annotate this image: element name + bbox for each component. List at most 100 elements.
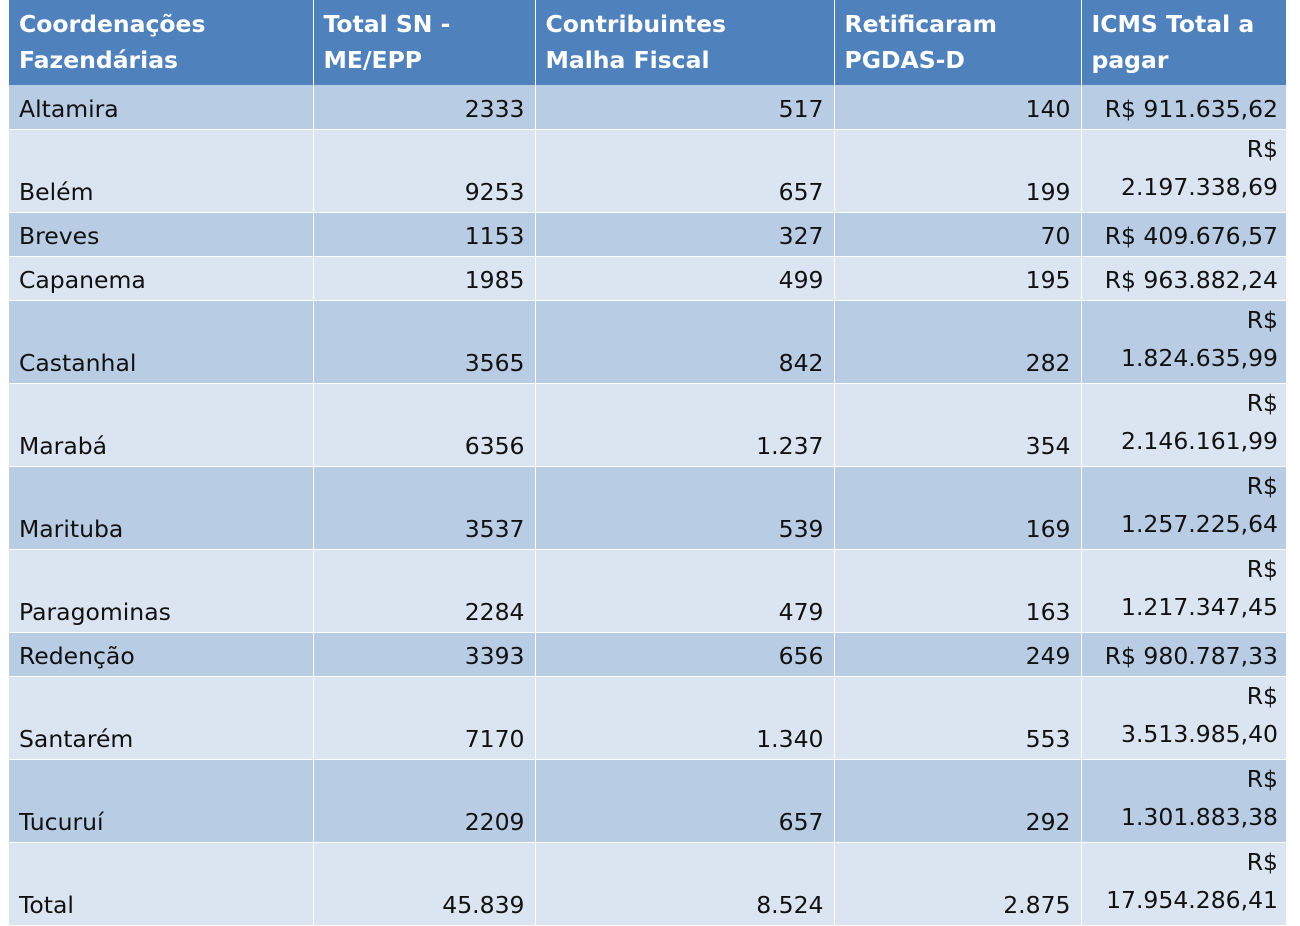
header-total-sn-line2: ME/EPP xyxy=(323,46,423,74)
cell-retificaram: 169 xyxy=(834,466,1082,550)
icms-currency: R$ xyxy=(1246,764,1278,793)
cell-coordenacao: Marituba xyxy=(9,466,314,550)
header-icms: ICMS Total a pagar xyxy=(1081,0,1286,85)
cell-contribuintes: 1.237 xyxy=(535,383,835,467)
cell-total-sn: 6356 xyxy=(313,383,536,467)
cell-retificaram: 249 xyxy=(834,632,1082,677)
icms-split: R$ 2.146.161,99 xyxy=(1121,384,1278,460)
header-icms-line2: pagar xyxy=(1091,46,1169,74)
cell-coordenacao: Altamira xyxy=(9,85,314,130)
cell-icms: R$ 1.301.883,38 xyxy=(1081,759,1286,843)
table-row: Capanema 1985 499 195 R$ 963.882,24 xyxy=(9,256,1286,301)
cell-coordenacao: Paragominas xyxy=(9,549,314,633)
cell-icms: R$ 980.787,33 xyxy=(1081,632,1286,677)
icms-split: R$ 1.257.225,64 xyxy=(1121,467,1278,543)
icms-currency: R$ xyxy=(1246,388,1278,417)
cell-retificaram: 292 xyxy=(834,759,1082,843)
icms-amount: 1.217.347,45 xyxy=(1121,592,1278,621)
header-coordenacoes-line1: Coordenações xyxy=(19,10,206,38)
table-row: Tucuruí 2209 657 292 R$ 1.301.883,38 xyxy=(9,759,1286,843)
cell-coordenacao: Redenção xyxy=(9,632,314,677)
icms-amount: 17.954.286,41 xyxy=(1106,885,1278,914)
icms-amount: 1.257.225,64 xyxy=(1121,509,1278,538)
cell-total-sn: 2333 xyxy=(313,85,536,130)
cell-contribuintes: 8.524 xyxy=(535,842,835,926)
icms-split: R$ 3.513.985,40 xyxy=(1121,677,1278,753)
cell-retificaram: 199 xyxy=(834,129,1082,213)
table-row: Redenção 3393 656 249 R$ 980.787,33 xyxy=(9,632,1286,677)
icms-split: R$ 1.824.635,99 xyxy=(1121,301,1278,377)
table-row: Santarém 7170 1.340 553 R$ 3.513.985,40 xyxy=(9,676,1286,760)
icms-currency: R$ xyxy=(1246,554,1278,583)
total-row: Total 45.839 8.524 2.875 R$ 17.954.286,4… xyxy=(9,842,1286,926)
table-row: Marabá 6356 1.237 354 R$ 2.146.161,99 xyxy=(9,383,1286,467)
table-row: Paragominas 2284 479 163 R$ 1.217.347,45 xyxy=(9,549,1286,633)
cell-icms: R$ 1.257.225,64 xyxy=(1081,466,1286,550)
cell-coordenacao: Marabá xyxy=(9,383,314,467)
cell-total-label: Total xyxy=(9,842,314,926)
cell-total-sn: 9253 xyxy=(313,129,536,213)
cell-coordenacao: Santarém xyxy=(9,676,314,760)
cell-total-sn: 7170 xyxy=(313,676,536,760)
cell-contribuintes: 656 xyxy=(535,632,835,677)
icms-amount: 2.197.338,69 xyxy=(1121,172,1278,201)
icms-currency: R$ xyxy=(1246,681,1278,710)
table-row: Castanhal 3565 842 282 R$ 1.824.635,99 xyxy=(9,300,1286,384)
cell-retificaram: 2.875 xyxy=(834,842,1082,926)
header-row: Coordenações Fazendárias Total SN - ME/E… xyxy=(9,0,1286,85)
cell-icms: R$ 1.217.347,45 xyxy=(1081,549,1286,633)
table-header: Coordenações Fazendárias Total SN - ME/E… xyxy=(9,0,1286,85)
icms-amount: 2.146.161,99 xyxy=(1121,426,1278,455)
cell-contribuintes: 657 xyxy=(535,759,835,843)
cell-coordenacao: Capanema xyxy=(9,256,314,301)
cell-total-sn: 1985 xyxy=(313,256,536,301)
cell-retificaram: 70 xyxy=(834,212,1082,257)
cell-contribuintes: 1.340 xyxy=(535,676,835,760)
header-coordenacoes: Coordenações Fazendárias xyxy=(9,0,314,85)
cell-contribuintes: 539 xyxy=(535,466,835,550)
icms-currency: R$ xyxy=(1246,471,1278,500)
cell-icms: R$ 17.954.286,41 xyxy=(1081,842,1286,926)
cell-total-sn: 2284 xyxy=(313,549,536,633)
cell-total-sn: 1153 xyxy=(313,212,536,257)
table-row: Belém 9253 657 199 R$ 2.197.338,69 xyxy=(9,129,1286,213)
icms-currency: R$ xyxy=(1246,134,1278,163)
icms-split: R$ 2.197.338,69 xyxy=(1121,130,1278,206)
icms-split: R$ 1.301.883,38 xyxy=(1121,760,1278,836)
cell-retificaram: 195 xyxy=(834,256,1082,301)
cell-contribuintes: 842 xyxy=(535,300,835,384)
header-retificaram-line1: Retificaram xyxy=(844,10,997,38)
cell-contribuintes: 327 xyxy=(535,212,835,257)
header-retificaram-line2: PGDAS-D xyxy=(844,46,965,74)
cell-icms: R$ 409.676,57 xyxy=(1081,212,1286,257)
cell-contribuintes: 517 xyxy=(535,85,835,130)
cell-retificaram: 282 xyxy=(834,300,1082,384)
cell-coordenacao: Castanhal xyxy=(9,300,314,384)
cell-icms: R$ 2.146.161,99 xyxy=(1081,383,1286,467)
table-row: Altamira 2333 517 140 R$ 911.635,62 xyxy=(9,85,1286,130)
coordenacoes-table: Coordenações Fazendárias Total SN - ME/E… xyxy=(9,0,1286,926)
header-contribuintes-line2: Malha Fiscal xyxy=(545,46,710,74)
cell-icms: R$ 911.635,62 xyxy=(1081,85,1286,130)
data-table-container: Coordenações Fazendárias Total SN - ME/E… xyxy=(9,0,1286,926)
header-icms-line1: ICMS Total a xyxy=(1091,10,1255,38)
cell-coordenacao: Breves xyxy=(9,212,314,257)
cell-icms: R$ 3.513.985,40 xyxy=(1081,676,1286,760)
cell-retificaram: 163 xyxy=(834,549,1082,633)
cell-icms: R$ 1.824.635,99 xyxy=(1081,300,1286,384)
cell-icms: R$ 963.882,24 xyxy=(1081,256,1286,301)
icms-amount: 3.513.985,40 xyxy=(1121,719,1278,748)
cell-icms: R$ 2.197.338,69 xyxy=(1081,129,1286,213)
header-total-sn: Total SN - ME/EPP xyxy=(313,0,536,85)
header-contribuintes-line1: Contribuintes xyxy=(545,10,727,38)
icms-amount: 1.824.635,99 xyxy=(1121,343,1278,372)
cell-coordenacao: Tucuruí xyxy=(9,759,314,843)
cell-total-sn: 3565 xyxy=(313,300,536,384)
cell-contribuintes: 479 xyxy=(535,549,835,633)
cell-contribuintes: 657 xyxy=(535,129,835,213)
cell-retificaram: 140 xyxy=(834,85,1082,130)
header-contribuintes: Contribuintes Malha Fiscal xyxy=(535,0,835,85)
cell-total-sn: 3393 xyxy=(313,632,536,677)
icms-split: R$ 1.217.347,45 xyxy=(1121,550,1278,626)
cell-total-sn: 45.839 xyxy=(313,842,536,926)
